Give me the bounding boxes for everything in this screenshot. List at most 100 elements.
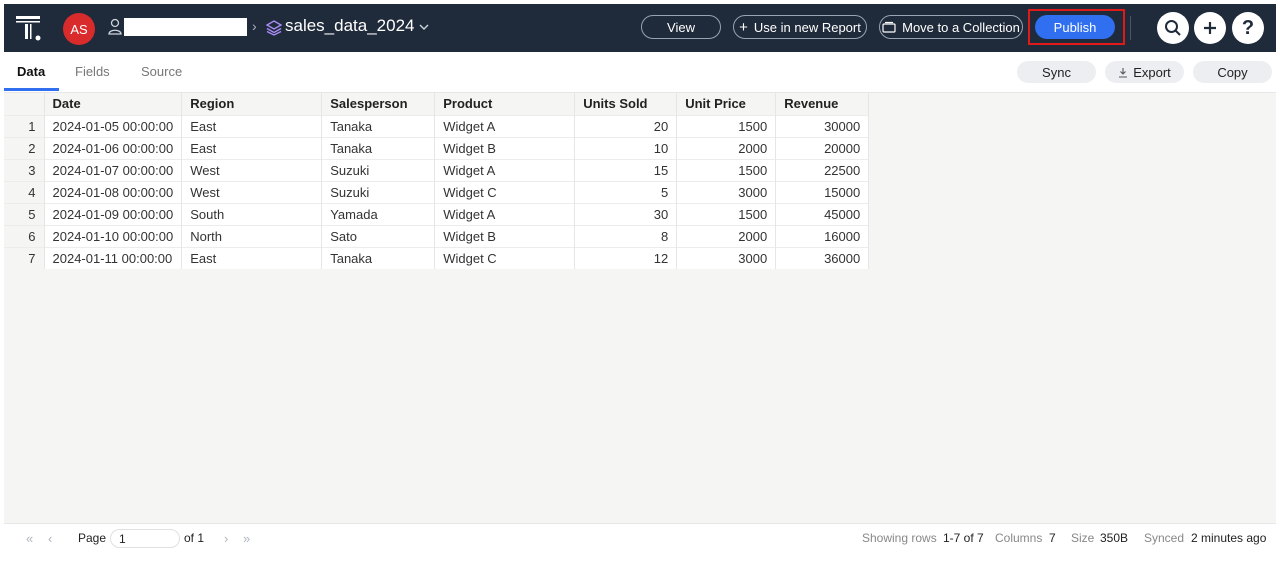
table-cell[interactable]: East xyxy=(181,136,323,159)
tab-data[interactable]: Data xyxy=(17,64,46,79)
column-header[interactable]: Product xyxy=(434,93,576,115)
table-cell[interactable]: Suzuki xyxy=(321,180,436,203)
table-cell[interactable]: Widget B xyxy=(434,224,576,247)
column-header[interactable]: Date xyxy=(44,93,183,115)
collection-icon xyxy=(882,21,896,33)
table-cell[interactable]: Tanaka xyxy=(321,114,436,137)
table-cell[interactable]: Widget A xyxy=(434,202,576,225)
page-count-label: of 1 xyxy=(184,531,205,545)
column-header[interactable]: Region xyxy=(181,93,323,115)
table-cell[interactable]: 20000 xyxy=(775,136,870,159)
table-cell[interactable]: Suzuki xyxy=(321,158,436,181)
size-label: Size xyxy=(1071,531,1095,545)
synced-value: 2 minutes ago xyxy=(1191,531,1267,545)
size-value: 350B xyxy=(1100,531,1129,545)
plus-icon: + xyxy=(739,18,748,36)
table-cell[interactable]: 15000 xyxy=(775,180,870,203)
table-row: 3 2024-01-07 00:00:00 West Suzuki Widget… xyxy=(4,158,870,181)
row-number: 3 xyxy=(4,158,45,181)
table-cell[interactable]: 1500 xyxy=(676,202,777,225)
chevron-down-icon[interactable] xyxy=(418,21,430,33)
copy-label: Copy xyxy=(1217,64,1248,80)
table-cell[interactable]: 15 xyxy=(574,158,678,181)
tab-source[interactable]: Source xyxy=(141,64,183,79)
sync-label: Sync xyxy=(1042,64,1071,80)
view-button-label: View xyxy=(667,19,695,35)
table-cell[interactable]: 12 xyxy=(574,246,678,269)
table-cell[interactable]: 2024-01-10 00:00:00 xyxy=(44,224,183,247)
table-cell[interactable]: Yamada xyxy=(321,202,436,225)
table-cell[interactable]: West xyxy=(181,180,323,203)
toolbar-divider xyxy=(1130,16,1131,40)
help-button[interactable]: ? xyxy=(1232,12,1264,44)
table-cell[interactable]: Widget C xyxy=(434,246,576,269)
table-cell[interactable]: 2000 xyxy=(676,224,777,247)
publish-button[interactable]: Publish xyxy=(1035,15,1115,39)
row-number: 6 xyxy=(4,224,45,247)
table-cell[interactable]: East xyxy=(181,114,323,137)
table-cell[interactable]: Tanaka xyxy=(321,136,436,159)
copy-button[interactable]: Copy xyxy=(1193,61,1272,83)
breadcrumb-owner-redacted[interactable] xyxy=(124,18,247,36)
avatar[interactable]: AS xyxy=(63,13,95,45)
table-row: 4 2024-01-08 00:00:00 West Suzuki Widget… xyxy=(4,180,870,203)
table-cell[interactable]: South xyxy=(181,202,323,225)
table-cell[interactable]: Widget A xyxy=(434,158,576,181)
table-cell[interactable]: 2024-01-08 00:00:00 xyxy=(44,180,183,203)
table-cell[interactable]: Widget B xyxy=(434,136,576,159)
table-cell[interactable]: 2000 xyxy=(676,136,777,159)
table-cell[interactable]: 2024-01-06 00:00:00 xyxy=(44,136,183,159)
publish-highlight-box xyxy=(1028,9,1125,45)
table-row: 7 2024-01-11 00:00:00 East Tanaka Widget… xyxy=(4,246,870,269)
sync-button[interactable]: Sync xyxy=(1017,61,1096,83)
table-cell[interactable]: 20 xyxy=(574,114,678,137)
use-in-new-report-button[interactable]: + Use in new Report xyxy=(733,15,867,39)
table-cell[interactable]: 30000 xyxy=(775,114,870,137)
data-table: Date Region Salesperson Product Units So… xyxy=(4,93,870,269)
table-cell[interactable]: Widget C xyxy=(434,180,576,203)
column-header[interactable]: Units Sold xyxy=(574,93,678,115)
table-cell[interactable]: 5 xyxy=(574,180,678,203)
table-cell[interactable]: 3000 xyxy=(676,180,777,203)
table-cell[interactable]: 1500 xyxy=(676,114,777,137)
table-cell[interactable]: 2024-01-07 00:00:00 xyxy=(44,158,183,181)
last-page-icon[interactable]: » xyxy=(243,531,251,546)
table-cell[interactable]: 16000 xyxy=(775,224,870,247)
table-cell[interactable]: East xyxy=(181,246,323,269)
table-cell[interactable]: 1500 xyxy=(676,158,777,181)
column-header[interactable]: Revenue xyxy=(775,93,870,115)
row-number: 4 xyxy=(4,180,45,203)
column-header[interactable]: Unit Price xyxy=(676,93,777,115)
table-cell[interactable]: 10 xyxy=(574,136,678,159)
table-cell[interactable]: 45000 xyxy=(775,202,870,225)
export-button[interactable]: Export xyxy=(1105,61,1184,83)
table-cell[interactable]: 8 xyxy=(574,224,678,247)
table-cell[interactable]: Widget A xyxy=(434,114,576,137)
table-cell[interactable]: 36000 xyxy=(775,246,870,269)
column-header[interactable]: Salesperson xyxy=(321,93,436,115)
table-cell[interactable]: North xyxy=(181,224,323,247)
tab-fields[interactable]: Fields xyxy=(75,64,110,79)
add-button[interactable] xyxy=(1194,12,1226,44)
move-to-collection-button[interactable]: Move to a Collection xyxy=(879,15,1023,39)
previous-page-icon[interactable]: ‹ xyxy=(48,531,53,546)
first-page-icon[interactable]: « xyxy=(26,531,34,546)
table-cell[interactable]: 2024-01-09 00:00:00 xyxy=(44,202,183,225)
table-row: 1 2024-01-05 00:00:00 East Tanaka Widget… xyxy=(4,114,870,137)
table-cell[interactable]: Sato xyxy=(321,224,436,247)
search-icon xyxy=(1165,20,1181,36)
table-cell[interactable]: 2024-01-11 00:00:00 xyxy=(44,246,183,269)
search-button[interactable] xyxy=(1157,12,1189,44)
table-cell[interactable]: 3000 xyxy=(676,246,777,269)
next-page-icon[interactable]: › xyxy=(224,531,229,546)
synced-label: Synced xyxy=(1144,531,1185,545)
view-button[interactable]: View xyxy=(641,15,721,39)
table-cell[interactable]: West xyxy=(181,158,323,181)
table-cell[interactable]: Tanaka xyxy=(321,246,436,269)
table-cell[interactable]: 22500 xyxy=(775,158,870,181)
table-cell[interactable]: 2024-01-05 00:00:00 xyxy=(44,114,183,137)
app-logo-icon[interactable] xyxy=(14,14,42,42)
table-cell[interactable]: 30 xyxy=(574,202,678,225)
table-row: 5 2024-01-09 00:00:00 South Yamada Widge… xyxy=(4,202,870,225)
page-number-input[interactable] xyxy=(110,529,180,548)
